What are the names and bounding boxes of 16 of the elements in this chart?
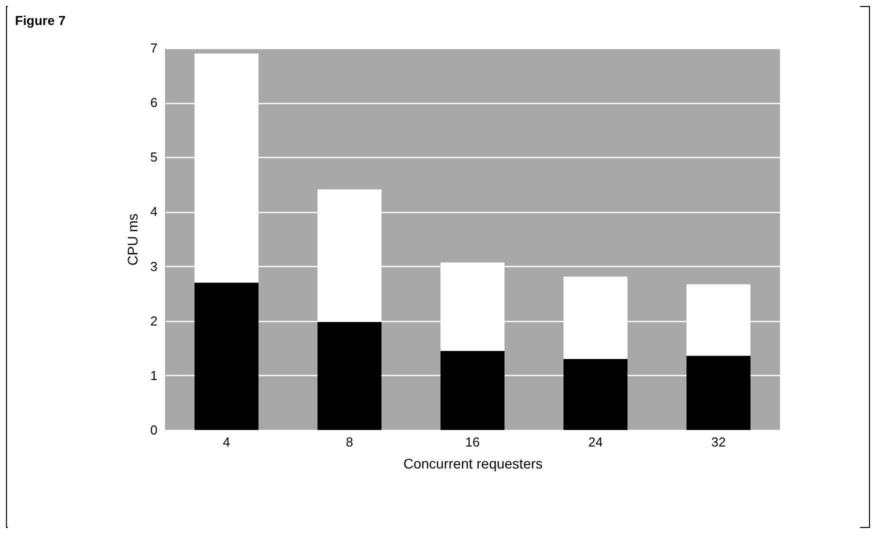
y-tick-label: 2 — [150, 313, 158, 328]
x-axis-title: Concurrent requesters — [403, 456, 543, 472]
x-tick-label: 8 — [346, 434, 354, 450]
text: Figure 7 — [15, 13, 66, 28]
x-tick-label: 32 — [711, 434, 726, 450]
y-tick-label: 3 — [150, 258, 158, 274]
x-tick-label: 24 — [588, 434, 603, 450]
y-tick-label: 1 — [150, 368, 158, 383]
y-tick-label: 7 — [150, 40, 158, 56]
x-tick-label: 16 — [465, 434, 480, 450]
y-axis-title: CPU ms — [124, 213, 140, 266]
y-tick-label: 0 — [150, 422, 158, 438]
y-tick-label: 4 — [150, 204, 158, 220]
x-tick-label: 4 — [222, 434, 230, 450]
y-tick-label: 5 — [150, 150, 158, 165]
y-tick-label: 6 — [150, 95, 158, 110]
